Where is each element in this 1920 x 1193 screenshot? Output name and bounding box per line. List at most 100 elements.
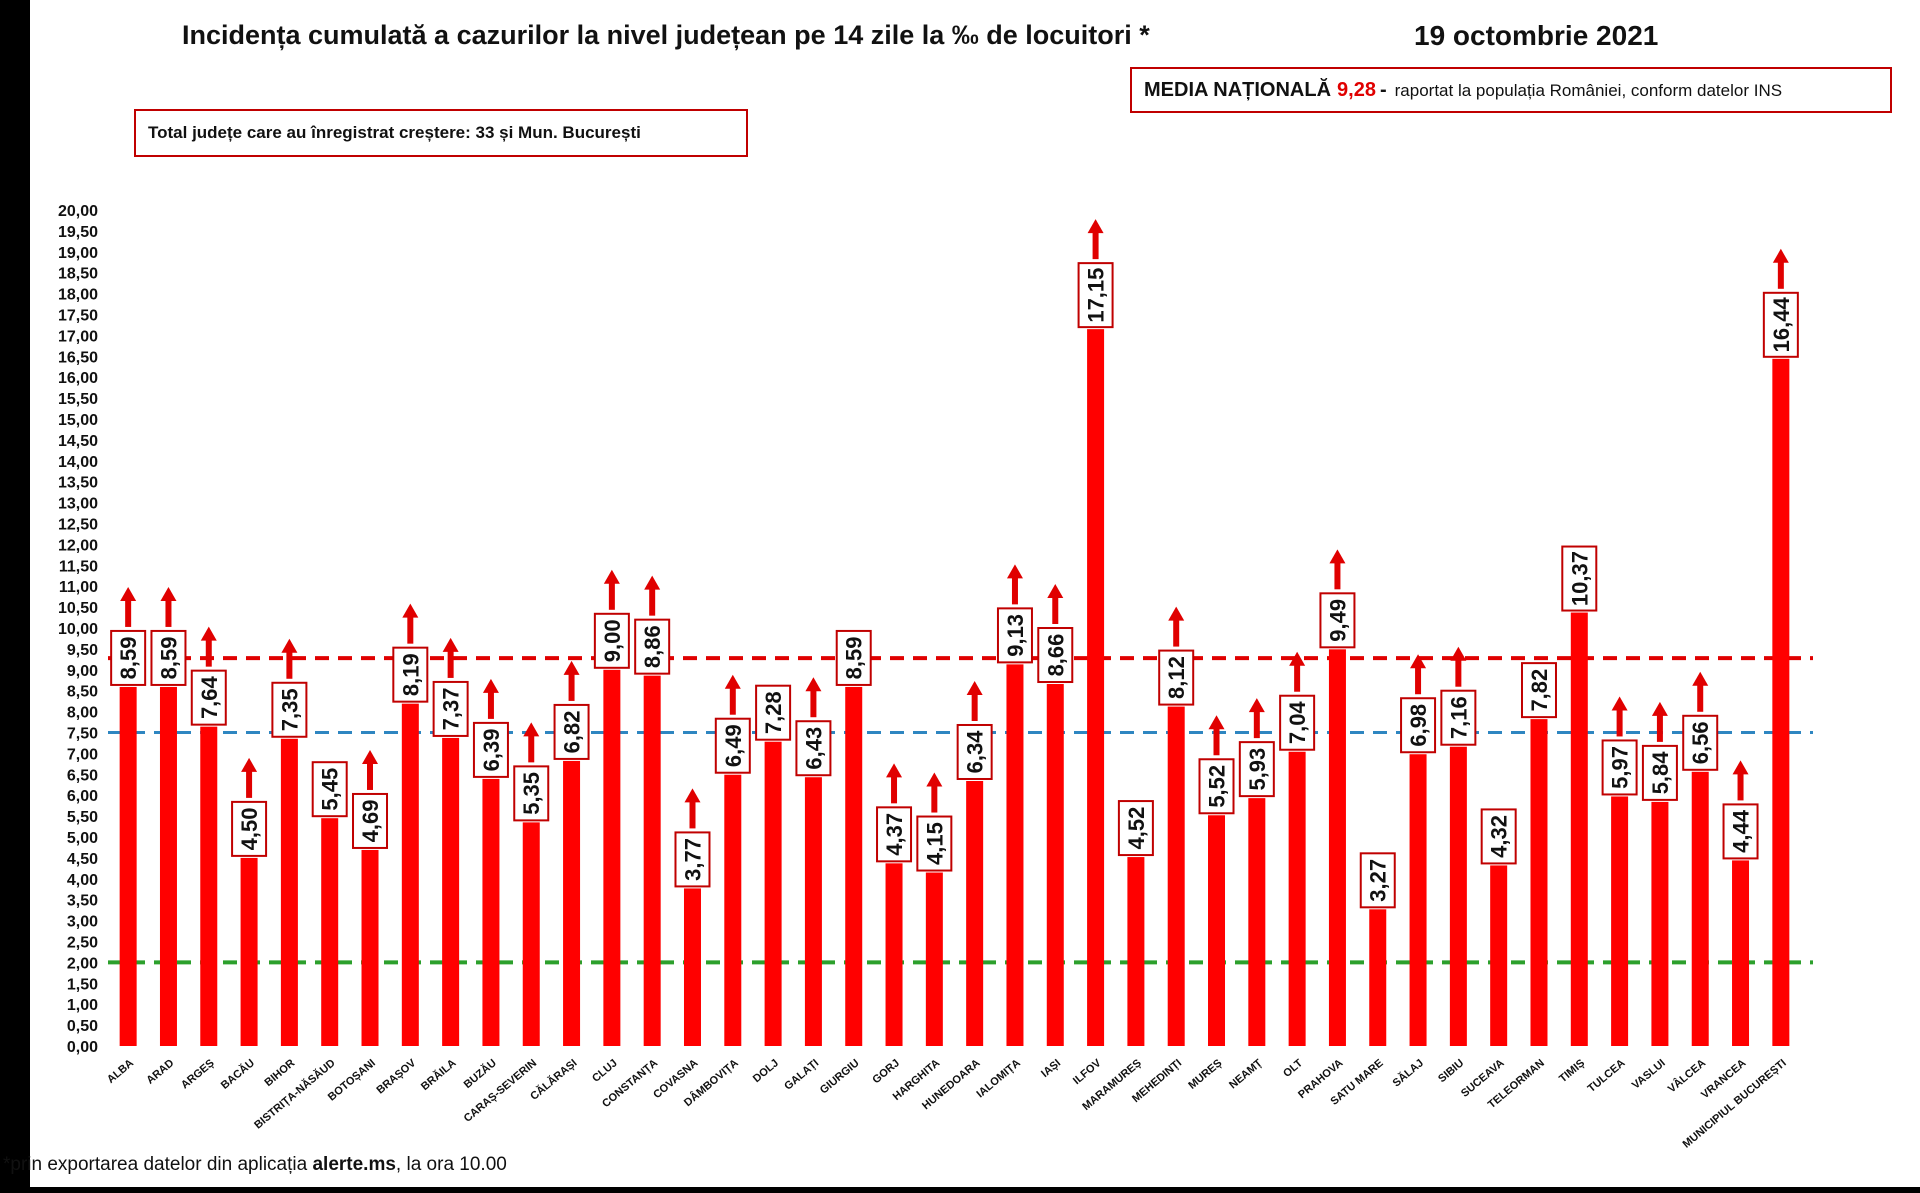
national-average-value: 9,28 (1337, 79, 1376, 101)
bar (683, 888, 701, 1046)
data-label: 9,00 (600, 619, 625, 662)
bar (401, 703, 419, 1046)
data-label-box (110, 629, 147, 686)
bar (764, 741, 782, 1046)
data-label: 8,19 (398, 653, 423, 696)
data-label: 8,59 (116, 637, 141, 680)
increase-arrow-head (805, 677, 822, 692)
bar (280, 738, 298, 1046)
y-tick-label: 15,00 (58, 412, 98, 429)
y-tick-label: 19,50 (58, 224, 98, 241)
data-label-box (755, 684, 792, 741)
data-label: 7,16 (1446, 696, 1471, 739)
y-tick-label: 6,00 (67, 788, 98, 805)
total-increase-text: Total județe care au înregistrat creșter… (148, 123, 641, 142)
data-label-box (190, 669, 227, 726)
bar (522, 822, 540, 1046)
y-tick-label: 0,00 (67, 1039, 98, 1056)
national-average-label: MEDIA NAȚIONALĂ (1144, 79, 1332, 101)
national-average-box: MEDIA NAȚIONALĂ 9,28- raportat la populați… (1130, 67, 1892, 113)
increase-arrow-head (926, 772, 943, 787)
x-tick-label: BRAȘOV (374, 1057, 418, 1097)
data-label-box (593, 612, 630, 669)
y-tick-label: 10,00 (58, 621, 98, 638)
data-label-box (231, 800, 268, 857)
data-label-box (1440, 689, 1477, 746)
data-label: 6,34 (963, 730, 988, 774)
y-tick-label: 2,00 (67, 955, 98, 972)
increase-arrow-head (1168, 606, 1185, 621)
data-label: 16,44 (1769, 297, 1794, 353)
increase-arrow-head (362, 749, 379, 764)
bar (1530, 719, 1548, 1046)
increase-arrow-head (684, 788, 701, 803)
y-tick-label: 9,00 (67, 663, 98, 680)
bar (1288, 751, 1306, 1046)
bar (643, 675, 661, 1046)
data-label: 9,49 (1325, 599, 1350, 642)
data-label: 8,59 (842, 637, 867, 680)
data-label: 9,13 (1003, 614, 1028, 657)
increase-arrow-head (1289, 651, 1306, 666)
x-tick-label: TIMIȘ (1557, 1057, 1587, 1085)
data-label-box (996, 607, 1033, 664)
x-tick-label: TULCEA (1586, 1057, 1628, 1095)
y-tick-label: 9,50 (67, 642, 98, 659)
data-label-box (432, 680, 469, 737)
increase-arrow-head (1006, 564, 1023, 579)
data-label-box (1641, 744, 1678, 801)
y-tick-label: 3,50 (67, 893, 98, 910)
bar (845, 686, 863, 1046)
y-tick-label: 7,50 (67, 726, 98, 743)
bar (482, 778, 500, 1046)
x-tick-label: GALAȚI (782, 1057, 821, 1093)
increase-arrow-head (966, 680, 983, 695)
data-label-box (553, 703, 590, 760)
data-label: 5,97 (1608, 746, 1633, 789)
data-label: 5,84 (1648, 751, 1673, 795)
y-tick-label: 13,50 (58, 475, 98, 492)
bar (361, 849, 379, 1046)
chart-title: Incidența cumulată a cazurilor la nivel … (182, 20, 1150, 50)
bar (1409, 754, 1427, 1046)
footnote-app: alerte.ms (312, 1154, 396, 1175)
increase-arrow-head (200, 626, 217, 641)
data-label-box (1400, 697, 1437, 754)
data-label-box (271, 681, 308, 738)
bar (603, 669, 621, 1046)
bar (925, 872, 943, 1046)
x-tick-label: DOLJ (751, 1057, 781, 1085)
data-label: 17,15 (1084, 268, 1109, 323)
x-tick-label: MUREȘ (1186, 1057, 1224, 1092)
data-label: 7,04 (1285, 701, 1310, 745)
data-label-box (714, 717, 751, 774)
data-label-box (392, 646, 429, 703)
x-tick-label: BUZĂU (461, 1056, 499, 1091)
data-label: 7,37 (439, 688, 464, 731)
data-label: 4,69 (358, 800, 383, 843)
data-label: 4,32 (1487, 815, 1512, 858)
bar (1328, 649, 1346, 1046)
bar (1449, 746, 1467, 1046)
y-tick-label: 1,00 (67, 997, 98, 1014)
x-tick-label: VASLUI (1630, 1057, 1668, 1092)
footnote-prefix: *prin exportarea datelor din aplicația (3, 1154, 313, 1175)
bar (1732, 860, 1750, 1046)
data-label-box (1117, 800, 1154, 857)
bar (1772, 358, 1790, 1047)
footnote: *prin exportarea datelor din aplicația a… (3, 1154, 507, 1176)
data-label: 6,49 (721, 724, 746, 767)
x-tick-label: OLT (1281, 1057, 1305, 1080)
increase-arrow-head (603, 569, 620, 584)
bar (321, 818, 339, 1046)
data-label-box (1158, 649, 1195, 706)
data-label-box (352, 792, 389, 849)
bar (966, 780, 984, 1046)
increase-arrow-head (1248, 698, 1265, 713)
data-label-box (916, 815, 953, 872)
data-label: 6,56 (1688, 721, 1713, 764)
y-tick-label: 7,00 (67, 746, 98, 763)
x-tick-label: ALBA (105, 1057, 136, 1086)
bar (200, 726, 218, 1046)
